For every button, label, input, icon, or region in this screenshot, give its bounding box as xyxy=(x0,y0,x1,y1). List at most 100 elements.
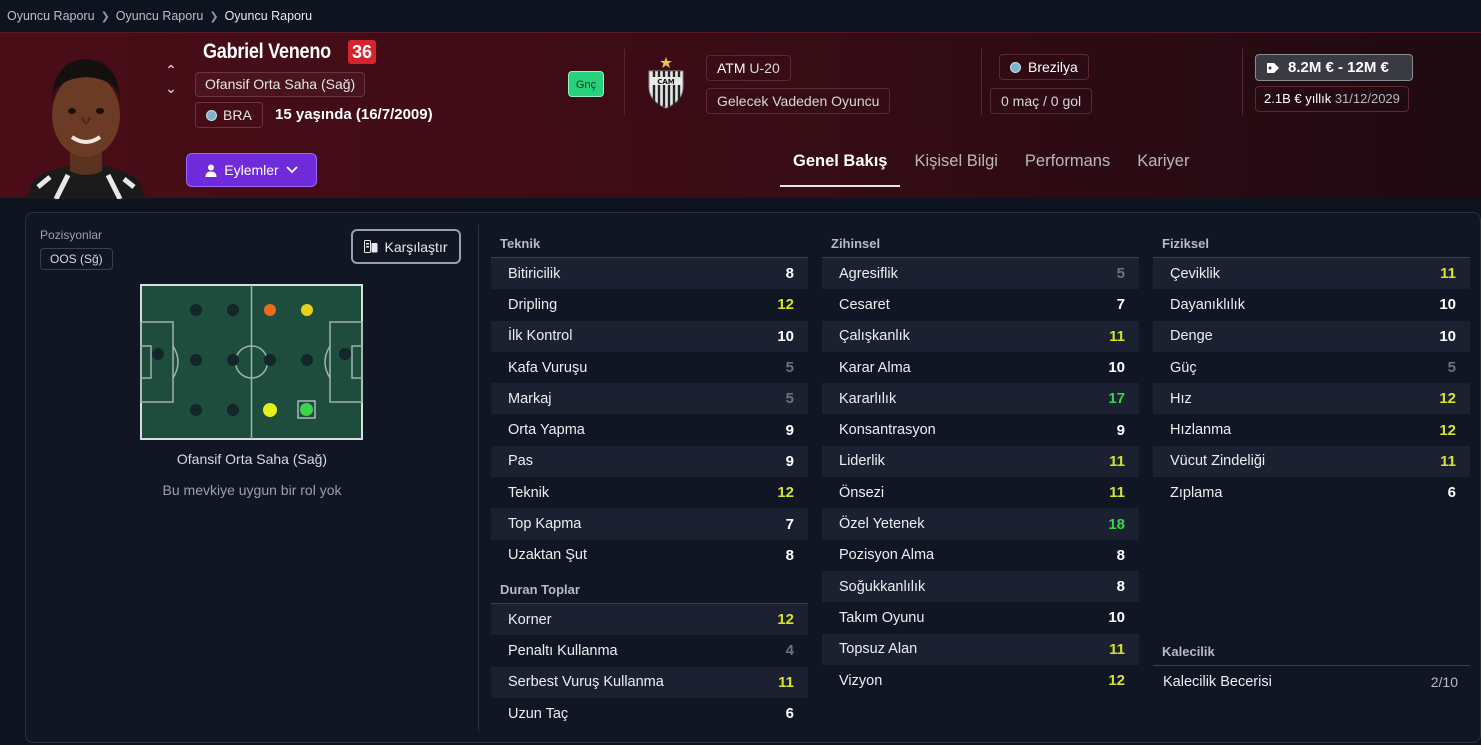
attribute-row[interactable]: Takım Oyunu 10 xyxy=(822,602,1139,633)
attribute-name: İlk Kontrol xyxy=(508,328,573,345)
attribute-row[interactable]: Denge 10 xyxy=(1153,320,1470,352)
attribute-value: 9 xyxy=(785,421,794,439)
attribute-value: 10 xyxy=(777,327,794,345)
attribute-row[interactable]: Serbest Vuruş Kullanma 11 xyxy=(491,666,808,698)
attribute-row[interactable]: Agresiflik 5 xyxy=(822,258,1139,290)
attribute-name: Zıplama xyxy=(1170,484,1223,501)
attribute-row[interactable]: Vizyon 12 xyxy=(822,665,1139,696)
attribute-row[interactable]: Top Kapma 7 xyxy=(491,508,808,540)
attribute-row[interactable]: Pozisyon Alma 8 xyxy=(822,540,1139,571)
attribute-row[interactable]: Pas 9 xyxy=(491,445,808,478)
attribute-name: Topsuz Alan xyxy=(839,641,918,658)
attribute-value: 9 xyxy=(785,452,794,470)
attribute-value: 5 xyxy=(785,359,794,377)
attribute-row[interactable]: Konsantrasyon 9 xyxy=(822,414,1139,445)
attribute-name: Uzun Taç xyxy=(508,705,569,722)
club-name: ATM xyxy=(717,60,746,76)
attribute-row[interactable]: Önsezi 11 xyxy=(822,477,1139,508)
position-badge: OOS (Sğ) xyxy=(40,248,113,270)
attribute-row[interactable]: Vücut Zindeliği 11 xyxy=(1153,445,1470,478)
attribute-row[interactable]: Bitiricilik 8 xyxy=(491,258,808,290)
tab-personal-info[interactable]: Kişisel Bilgi xyxy=(914,152,998,170)
attribute-name: Çeviklik xyxy=(1170,265,1220,282)
player-age: 15 yaşında (16/7/2009) xyxy=(275,106,433,123)
tab-performance[interactable]: Performans xyxy=(1024,152,1111,170)
attribute-name: Pozisyon Alma xyxy=(839,547,935,564)
technical-attributes: Teknik Bitiricilik 8 Dripling 12 İlk Kontrol… xyxy=(491,229,808,729)
attribute-row[interactable]: Çalışkanlık 11 xyxy=(822,320,1139,352)
attribute-row[interactable]: Topsuz Alan 11 xyxy=(822,633,1139,665)
tab-career[interactable]: Kariyer xyxy=(1137,152,1190,170)
attribute-row[interactable]: Soğukkanlılık 8 xyxy=(822,570,1139,603)
attribute-name: Teknik xyxy=(508,484,550,501)
attribute-row[interactable]: İlk Kontrol 10 xyxy=(491,320,808,352)
chevron-down-icon[interactable]: ⌄ xyxy=(165,80,177,96)
nation-chip[interactable]: Brezilya xyxy=(999,54,1089,80)
value-range-chip: 8.2M € - 12M € xyxy=(1255,54,1413,81)
attribute-name: Serbest Vuruş Kullanma xyxy=(508,674,664,691)
breadcrumb-item[interactable]: Oyuncu Raporu xyxy=(115,9,204,23)
tab-overview[interactable]: Genel Bakış xyxy=(780,143,901,187)
attribute-value: 8 xyxy=(785,265,794,283)
attribute-row[interactable]: Karar Alma 10 xyxy=(822,352,1139,383)
attribute-name: Korner xyxy=(508,611,552,628)
club-chip[interactable]: ATM U-20 xyxy=(706,55,791,81)
contract-end: 31/12/2029 xyxy=(1334,91,1400,106)
attribute-row[interactable]: Markaj 5 xyxy=(491,383,808,415)
attribute-value: 10 xyxy=(1108,609,1125,627)
attribute-row[interactable]: Uzaktan Şut 8 xyxy=(491,540,808,571)
club-team: U-20 xyxy=(749,60,780,76)
attribute-value: 18 xyxy=(1108,515,1125,533)
attribute-row[interactable]: Kafa Vuruşu 5 xyxy=(491,352,808,383)
breadcrumb-current: Oyuncu Raporu xyxy=(224,9,313,23)
attribute-row[interactable]: Korner 12 xyxy=(491,603,808,636)
attribute-value: 7 xyxy=(1116,296,1125,314)
attribute-value: 8 xyxy=(785,546,794,564)
attribute-row[interactable]: Hız 12 xyxy=(1153,383,1470,415)
attribute-row[interactable]: Zıplama 6 xyxy=(1153,477,1470,508)
attribute-row[interactable]: Cesaret 7 xyxy=(822,289,1139,320)
wage: 2.1B € yıllık xyxy=(1264,91,1332,106)
player-header: ⌃ ⌄ Gabriel Veneno 36 Ofansif Orta Saha … xyxy=(0,32,1481,199)
attribute-row[interactable]: Kararlılık 17 xyxy=(822,383,1139,415)
attribute-row[interactable]: Teknik 12 xyxy=(491,477,808,508)
attribute-value: 8 xyxy=(1116,546,1125,564)
attribute-row[interactable]: Liderlik 11 xyxy=(822,445,1139,478)
positions-label: Pozisyonlar xyxy=(40,228,103,242)
attribute-name: Liderlik xyxy=(839,453,885,470)
attribute-list: Çeviklik 11 Dayanıklılık 10 Denge 10 Güç 5 Hız 12… xyxy=(1153,258,1470,508)
attribute-list: Agresiflik 5 Cesaret 7 Çalışkanlık 11 Karar Al… xyxy=(822,258,1139,696)
attribute-row[interactable]: Orta Yapma 9 xyxy=(491,414,808,445)
attribute-value: 11 xyxy=(1440,452,1456,470)
attribute-name: Orta Yapma xyxy=(508,422,585,439)
attribute-row[interactable]: Uzun Taç 6 xyxy=(491,698,808,729)
attribute-name: Top Kapma xyxy=(508,516,582,533)
attribute-row[interactable]: Dripling 12 xyxy=(491,289,808,320)
attribute-row: Kalecilik Becerisi 2/10 xyxy=(1153,666,1470,697)
goalkeeping-attributes: Kalecilik Kalecilik Becerisi 2/10 xyxy=(1153,637,1470,697)
attribute-value: 8 xyxy=(1116,578,1125,596)
divider xyxy=(1242,49,1243,115)
player-nav: ⌃ ⌄ xyxy=(164,63,178,95)
attribute-row[interactable]: Çeviklik 11 xyxy=(1153,258,1470,290)
breadcrumb-item[interactable]: Oyuncu Raporu xyxy=(7,9,95,23)
selected-role: Ofansif Orta Saha (Sağ) xyxy=(176,451,328,467)
attribute-row[interactable]: Penaltı Kullanma 4 xyxy=(491,635,808,666)
attribute-value: 10 xyxy=(1439,327,1456,345)
chevron-right-icon: ❯ xyxy=(209,10,219,23)
attribute-name: Takım Oyunu xyxy=(839,609,925,626)
attribute-value: 5 xyxy=(1447,359,1456,377)
attribute-name: Vizyon xyxy=(839,672,883,689)
attribute-value: 6 xyxy=(785,705,794,722)
attribute-row[interactable]: Güç 5 xyxy=(1153,352,1470,383)
attribute-row[interactable]: Dayanıklılık 10 xyxy=(1153,289,1470,320)
attribute-value: 4 xyxy=(785,642,794,660)
attribute-value: 11 xyxy=(778,673,794,691)
attribute-row[interactable]: Özel Yetenek 18 xyxy=(822,508,1139,540)
price-tag-icon xyxy=(1267,62,1279,73)
chevron-up-icon[interactable]: ⌃ xyxy=(165,62,177,78)
compare-button[interactable]: Karşılaştır xyxy=(351,229,461,264)
attribute-row[interactable]: Hızlanma 12 xyxy=(1153,414,1470,445)
club-crest[interactable]: CAM xyxy=(647,57,685,109)
actions-button[interactable]: Eylemler xyxy=(186,153,317,187)
